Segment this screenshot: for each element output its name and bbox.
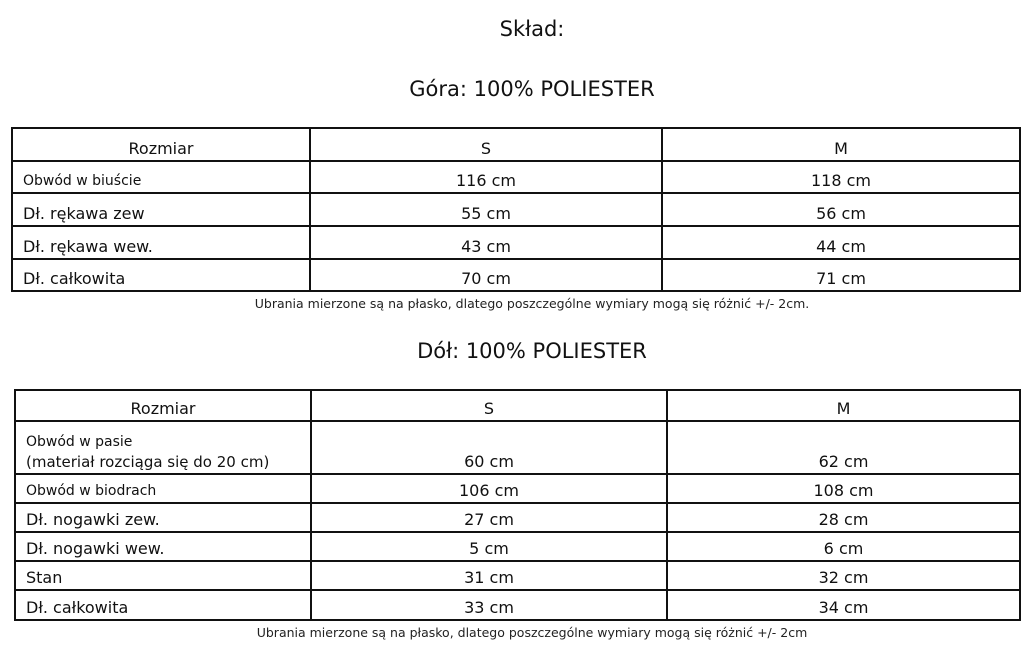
row-label: Obwód w biuście: [11, 160, 311, 194]
table-header-row: Rozmiar S M: [11, 127, 1021, 162]
row-label: Dł. rękawa zew: [11, 192, 311, 227]
cell-s: 106 cm: [310, 473, 668, 504]
row-label: Dł. nogawki zew.: [14, 502, 312, 533]
table-row: Dł. nogawki wew. 5 cm 6 cm: [14, 531, 1021, 562]
cell-s: 33 cm: [310, 589, 668, 621]
table-row: Obwód w biuście 116 cm 118 cm: [11, 160, 1021, 194]
row-label: Obwód w pasie (materiał rozciąga się do …: [14, 420, 312, 475]
top-title: Góra: 100% POLIESTER: [409, 77, 655, 101]
header-m: M: [666, 389, 1021, 422]
waist-stretch-note: (materiał rozciąga się do 20 cm): [26, 453, 270, 471]
cell-m: 56 cm: [661, 192, 1021, 227]
cell-m: 71 cm: [661, 258, 1021, 292]
composition-heading: Skład:: [499, 17, 565, 41]
table-row: Dł. nogawki zew. 27 cm 28 cm: [14, 502, 1021, 533]
table-row: Dł. rękawa zew 55 cm 56 cm: [11, 192, 1021, 227]
row-label: Dł. całkowita: [11, 258, 311, 292]
cell-s: 116 cm: [309, 160, 663, 194]
cell-s: 60 cm: [310, 420, 668, 475]
header-size: Rozmiar: [14, 389, 312, 422]
cell-s: 70 cm: [309, 258, 663, 292]
cell-m: 32 cm: [666, 560, 1021, 591]
top-size-table: Rozmiar S M Obwód w biuście 116 cm 118 c…: [11, 127, 1021, 292]
cell-s: 31 cm: [310, 560, 668, 591]
cell-m: 108 cm: [666, 473, 1021, 504]
row-label: Obwód w biodrach: [14, 473, 312, 504]
header-s: S: [310, 389, 668, 422]
cell-s: 27 cm: [310, 502, 668, 533]
row-label: Stan: [14, 560, 312, 591]
cell-m: 62 cm: [666, 420, 1021, 475]
cell-m: 34 cm: [666, 589, 1021, 621]
row-label: Dł. nogawki wew.: [14, 531, 312, 562]
bottom-measurement-note: Ubrania mierzone są na płasko, dlatego p…: [256, 625, 808, 640]
bottom-size-table: Rozmiar S M Obwód w pasie (materiał rozc…: [14, 389, 1021, 621]
cell-m: 44 cm: [661, 225, 1021, 260]
table-row: Dł. całkowita 33 cm 34 cm: [14, 589, 1021, 621]
table-row: Obwód w biodrach 106 cm 108 cm: [14, 473, 1021, 504]
table-row: Stan 31 cm 32 cm: [14, 560, 1021, 591]
cell-s: 43 cm: [309, 225, 663, 260]
header-m: M: [661, 127, 1021, 162]
bottom-title: Dół: 100% POLIESTER: [417, 339, 647, 363]
table-row: Dł. całkowita 70 cm 71 cm: [11, 258, 1021, 292]
row-label: Dł. rękawa wew.: [11, 225, 311, 260]
header-s: S: [309, 127, 663, 162]
row-label: Dł. całkowita: [14, 589, 312, 621]
header-size: Rozmiar: [11, 127, 311, 162]
waist-label: Obwód w pasie: [26, 434, 133, 450]
table-row: Obwód w pasie (materiał rozciąga się do …: [14, 420, 1021, 475]
cell-m: 28 cm: [666, 502, 1021, 533]
table-row: Dł. rękawa wew. 43 cm 44 cm: [11, 225, 1021, 260]
cell-m: 6 cm: [666, 531, 1021, 562]
cell-s: 55 cm: [309, 192, 663, 227]
cell-m: 118 cm: [661, 160, 1021, 194]
top-measurement-note: Ubrania mierzone są na płasko, dlatego p…: [254, 296, 810, 311]
cell-s: 5 cm: [310, 531, 668, 562]
table-header-row: Rozmiar S M: [14, 389, 1021, 422]
